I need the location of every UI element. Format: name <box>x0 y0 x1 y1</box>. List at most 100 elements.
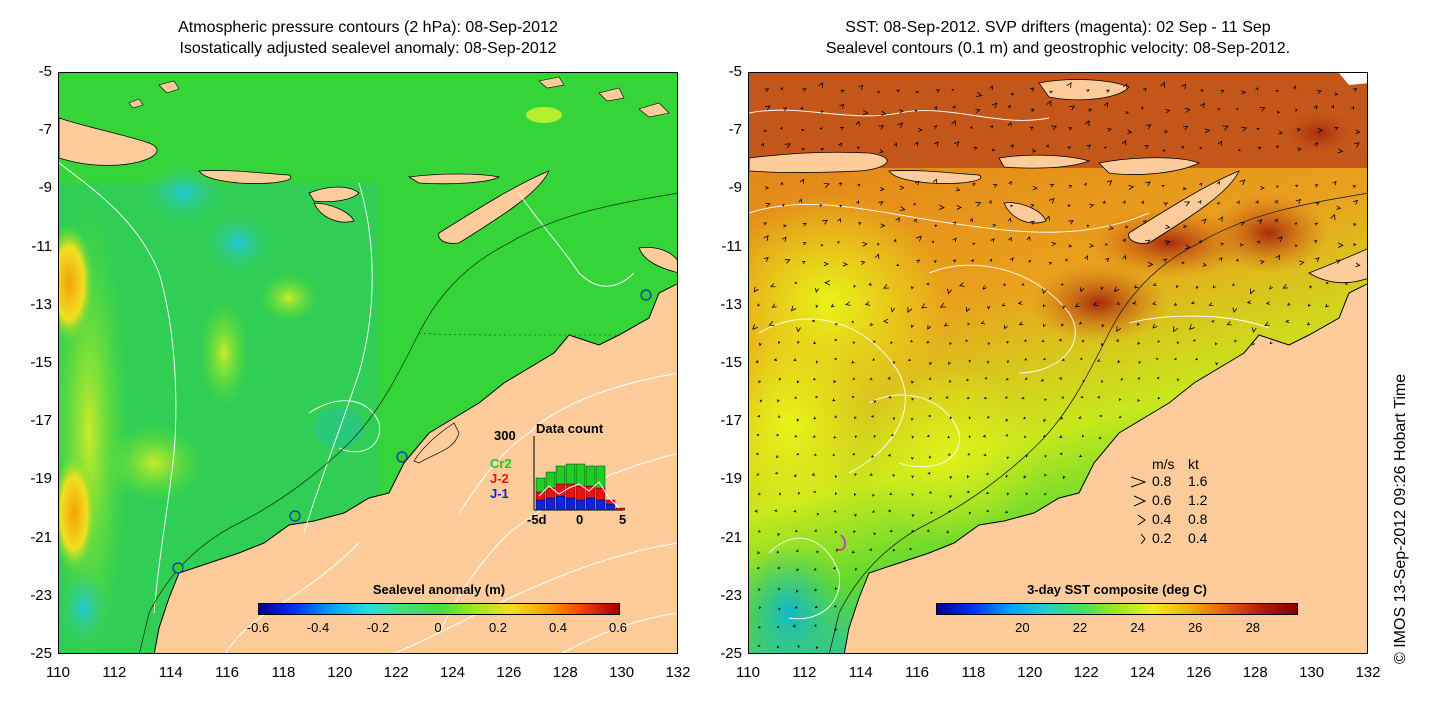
sst-warm-patch <box>1269 103 1367 163</box>
velocity-arrow <box>1214 342 1218 346</box>
velocity-arrow <box>947 435 951 439</box>
velocity-arrow <box>770 283 776 288</box>
inset-bar <box>555 483 566 497</box>
velocity-arrow <box>889 492 893 496</box>
velocity-arrow <box>764 88 770 93</box>
velocity-arrow <box>1294 244 1298 247</box>
velocity-arrow <box>820 243 824 247</box>
velocity-arrow <box>1332 180 1337 186</box>
velocity-arrow <box>899 206 906 211</box>
velocity-arrow <box>1241 126 1248 132</box>
java-landmass <box>749 151 888 173</box>
velocity-arrow <box>796 418 800 423</box>
tide-gauge-marker[interactable] <box>640 289 652 301</box>
velocity-arrow <box>1256 240 1261 244</box>
sla-yellow-patch <box>104 423 204 503</box>
sealevel-contour <box>749 204 1150 233</box>
velocity-arrow <box>1313 142 1318 147</box>
velocity-arrow <box>953 141 960 147</box>
velocity-arrow <box>1276 236 1283 242</box>
tide-gauge-marker[interactable] <box>396 451 408 463</box>
velocity-arrow <box>862 109 869 116</box>
inset-series-cr2: Cr2 <box>490 456 512 471</box>
velocity-arrow <box>887 453 892 457</box>
velocity-arrow <box>801 261 806 264</box>
velocity-arrow <box>1199 182 1203 186</box>
velocity-arrow <box>868 548 873 551</box>
velocity-arrow <box>1315 202 1320 206</box>
inset-bar <box>595 465 606 489</box>
velocity-arrow <box>1177 378 1180 382</box>
sst-warm-patch <box>1089 208 1249 278</box>
right-map-plot <box>748 72 1368 654</box>
velocity-arrow <box>1097 395 1101 399</box>
velocity-arrow <box>1117 360 1121 363</box>
island <box>998 154 1091 169</box>
y-tick-label: -9 <box>728 179 742 197</box>
x-tick-label: 122 <box>383 664 409 681</box>
velocity-arrow <box>987 360 990 364</box>
velocity-arrow <box>858 222 862 226</box>
tide-gauge-marker[interactable] <box>172 562 184 574</box>
velocity-arrow <box>1001 303 1006 307</box>
velocity-arrow <box>1005 510 1008 514</box>
velocity-arrow <box>1058 376 1063 380</box>
velocity-arrow <box>1275 254 1281 261</box>
velocity-arrow <box>811 319 815 323</box>
velocity-arrow <box>895 217 901 223</box>
velocity-arrow <box>1222 125 1229 131</box>
velocity-arrow <box>1252 342 1255 346</box>
velocity-arrow <box>949 416 953 420</box>
inset-bar <box>555 465 566 485</box>
velocity-arrow <box>967 453 971 456</box>
velocity-arrow <box>914 180 920 186</box>
velocity-arrow <box>852 377 856 380</box>
velocity-arrow <box>1274 199 1278 204</box>
velocity-arrow <box>1295 184 1299 188</box>
colorbar-tick-label: -0.6 <box>246 620 270 635</box>
velocity-arrow <box>1231 283 1235 286</box>
velocity-arrow <box>1147 261 1154 267</box>
velocity-arrow <box>1278 130 1284 135</box>
velocity-arrow <box>1136 322 1140 326</box>
velocity-arrow <box>880 110 887 116</box>
velocity-arrow <box>763 235 769 241</box>
velocity-arrow <box>1211 319 1215 323</box>
velocity-arrow <box>869 377 873 380</box>
velocity-arrow <box>948 361 951 366</box>
x-tick-label: 122 <box>1073 664 1099 681</box>
velocity-arrow <box>968 359 972 363</box>
sumba-island <box>313 202 355 223</box>
velocity-arrow <box>814 588 818 592</box>
velocity-arrow <box>1113 286 1120 293</box>
velocity-arrow <box>1241 90 1247 95</box>
velocity-arrow <box>945 396 949 399</box>
velocity-arrow <box>839 204 843 208</box>
velocity-arrow <box>1122 200 1126 205</box>
java-landmass <box>59 117 158 166</box>
velocity-arrow <box>1276 185 1279 188</box>
velocity-arrow <box>1145 239 1151 245</box>
velocity-arrow <box>1021 396 1025 400</box>
velocity-arrow <box>871 455 874 458</box>
velocity-arrow <box>798 198 803 203</box>
velocity-arrow <box>966 490 970 494</box>
sst-colorbar-title: 3-day SST composite (deg C) <box>1027 582 1207 597</box>
tide-gauge-marker[interactable] <box>289 510 301 522</box>
velocity-arrow <box>1060 416 1064 420</box>
velocity-arrow <box>1352 87 1358 92</box>
velocity-arrow <box>1265 301 1271 305</box>
velocity-arrow <box>969 217 973 223</box>
x-tick-label: 132 <box>1355 664 1381 681</box>
velocity-arrow <box>899 185 905 191</box>
x-tick-label: 120 <box>327 664 353 681</box>
velocity-arrow <box>1068 219 1074 225</box>
inset-xtick: 0 <box>576 512 584 527</box>
pressure-contour <box>458 372 677 514</box>
velocity-arrow <box>1005 418 1009 422</box>
velocity-arrow <box>813 624 817 627</box>
velocity-arrow <box>857 183 861 187</box>
velocity-arrow <box>967 475 970 479</box>
velocity-arrow <box>800 106 804 111</box>
geostrophic-velocity-arrows <box>752 81 1361 650</box>
